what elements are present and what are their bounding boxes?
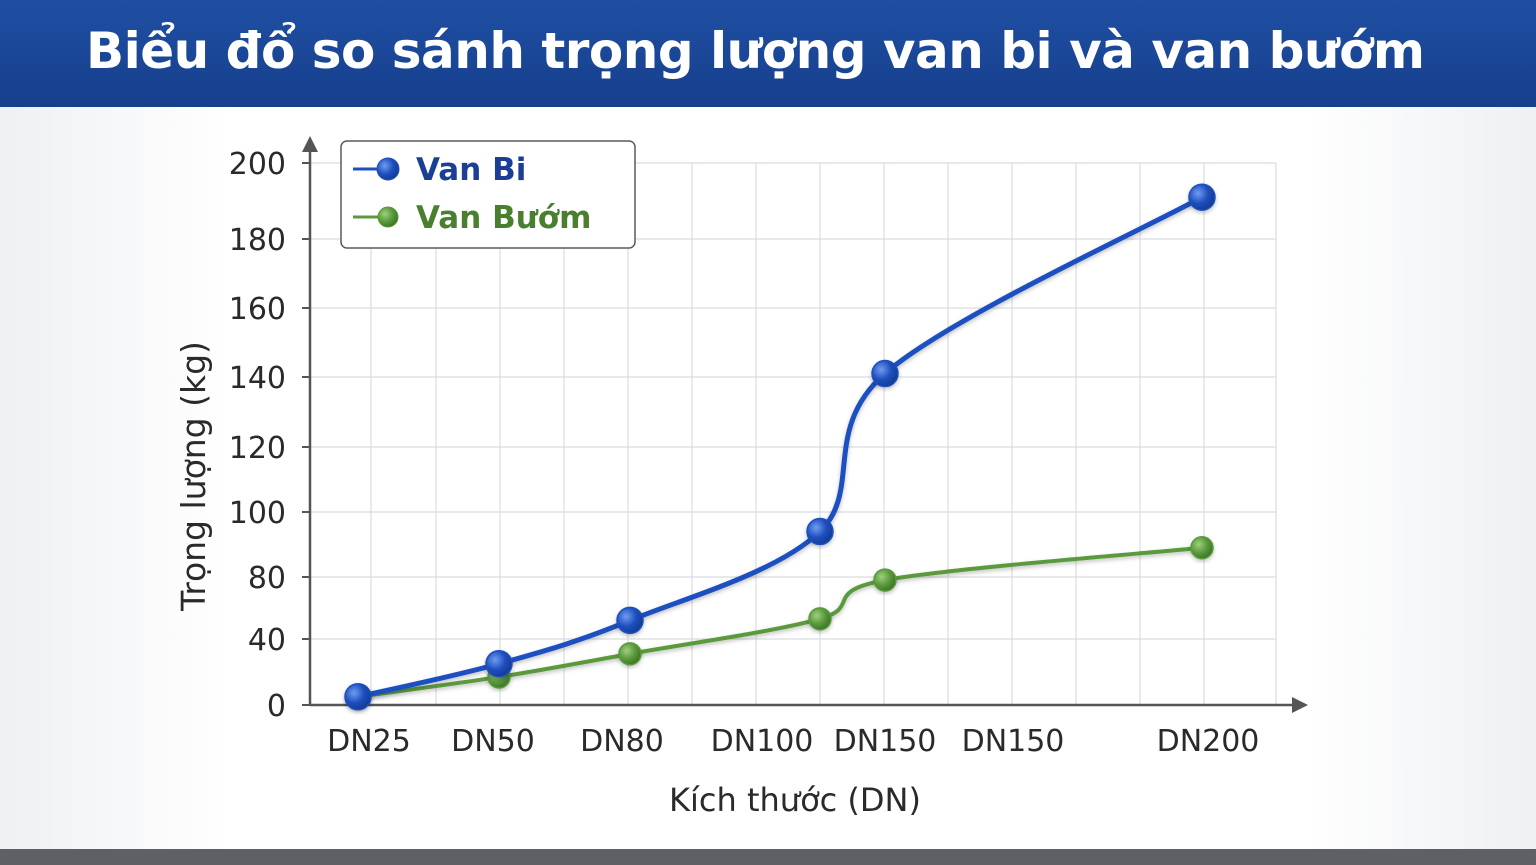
y-tick-label: 40 (248, 623, 286, 658)
y-tick-label: 180 (229, 223, 286, 258)
legend-item: Van Bi (353, 152, 526, 188)
legend-label: Van Bi (416, 152, 526, 188)
axes (302, 136, 1308, 713)
x-tick-label: DN150 (962, 724, 1065, 759)
legend-marker (377, 206, 399, 228)
chart-area (0, 107, 1536, 849)
y-axis-label: Trọng lượng (kg) (174, 341, 213, 612)
grid (310, 162, 1277, 706)
x-tick-label: DN200 (1157, 724, 1260, 759)
y-axis-ticks: 0 40 80 100 120 140 160 180 200 (229, 147, 310, 724)
data-point (808, 607, 832, 631)
y-tick-label: 80 (248, 561, 286, 596)
data-point (618, 642, 642, 666)
x-tick-label: DN100 (711, 724, 814, 759)
x-axis-label: Kích thước (DN) (669, 781, 921, 819)
data-point (806, 517, 834, 546)
data-point (485, 650, 513, 678)
data-point (873, 568, 897, 592)
x-tick-label: DN150 (834, 724, 937, 759)
legend-item: Van Bướm (353, 200, 591, 236)
series-group (344, 183, 1216, 711)
legend: Van Bi Van Bướm (340, 140, 636, 249)
y-axis-arrow (302, 136, 318, 152)
y-tick-label: 100 (229, 496, 286, 531)
x-axis-arrow (1292, 697, 1308, 713)
data-point (871, 359, 899, 388)
x-tick-label: DN50 (451, 724, 535, 759)
y-tick-label: 120 (229, 431, 286, 466)
series-van-bi (344, 183, 1216, 711)
x-axis-ticks: DN25 DN50 DN80 DN100 DN150 DN150 DN200 (327, 724, 1259, 759)
legend-label: Van Bướm (416, 200, 591, 236)
x-tick-label: DN80 (580, 724, 664, 759)
legend-box (340, 140, 636, 249)
x-tick-label: DN25 (327, 724, 411, 759)
title-bar: Biểu đổ so sánh trọng lượng van bi và va… (0, 0, 1536, 107)
y-tick-label: 140 (229, 361, 286, 396)
y-tick-label: 200 (229, 147, 286, 182)
y-tick-label: 0 (267, 689, 286, 724)
y-tick-label: 160 (229, 292, 286, 327)
data-point (1188, 183, 1216, 211)
data-point (616, 606, 644, 635)
data-point (344, 683, 372, 711)
data-point (1190, 536, 1214, 560)
legend-marker (376, 157, 400, 181)
chart-title: Biểu đổ so sánh trọng lượng van bi và va… (86, 22, 1425, 80)
footer-bar (0, 849, 1536, 865)
